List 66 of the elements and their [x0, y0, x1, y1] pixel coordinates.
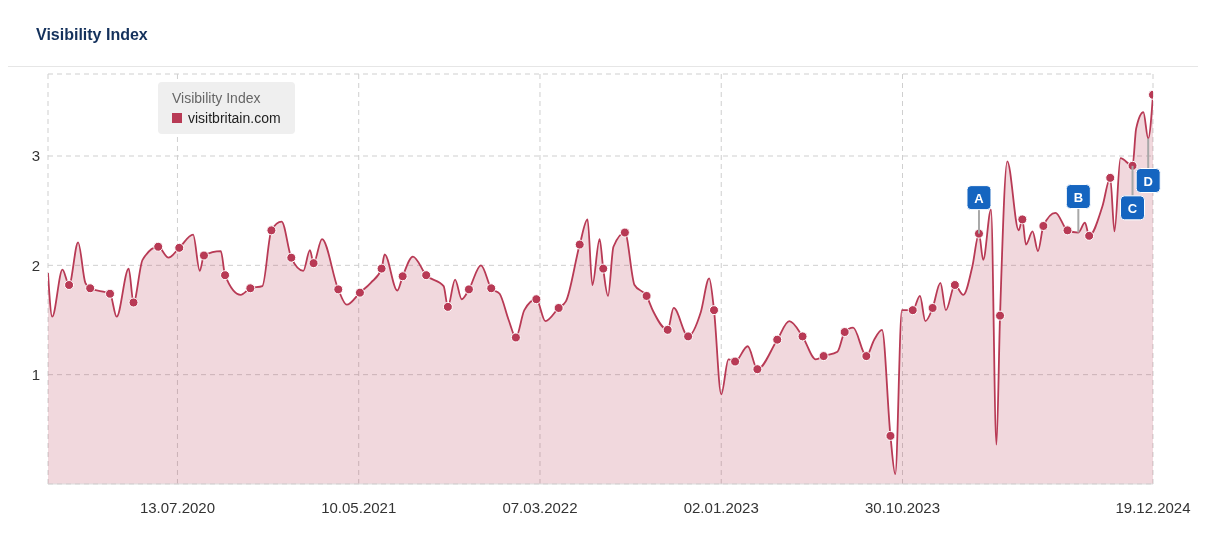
x-tick-label: 10.05.2021 — [321, 498, 397, 516]
chart-title: Visibility Index — [36, 26, 148, 44]
point — [286, 252, 297, 263]
point — [927, 302, 938, 313]
point — [1105, 172, 1116, 183]
x-tick-label: 30.10.2023 — [864, 498, 941, 516]
point — [995, 310, 1006, 321]
point — [245, 283, 256, 294]
annotation: C — [1127, 200, 1138, 216]
point — [308, 258, 319, 269]
legend-title: Visibility Index — [172, 89, 262, 108]
point — [397, 271, 408, 282]
point — [354, 287, 365, 298]
point — [376, 263, 387, 274]
annotation: B — [1073, 189, 1084, 205]
point — [128, 297, 139, 308]
point — [797, 331, 808, 342]
point — [510, 332, 521, 343]
point — [752, 364, 763, 375]
x-tick-label: 13.07.2020 — [139, 498, 216, 516]
point — [174, 242, 185, 253]
y-tick-label: 2 — [31, 256, 40, 274]
point — [907, 305, 918, 316]
x-tick-label: 19.12.2024 — [1115, 498, 1191, 516]
point — [861, 351, 872, 362]
point — [442, 301, 453, 312]
point — [772, 334, 783, 345]
point — [683, 331, 694, 342]
annotation: D — [1143, 173, 1153, 189]
point — [574, 239, 585, 250]
point — [1017, 214, 1028, 225]
point — [1084, 230, 1095, 241]
point — [709, 305, 720, 316]
x-tick-label: 07.03.2022 — [502, 498, 578, 516]
point — [531, 294, 542, 305]
point — [1062, 225, 1073, 236]
point — [839, 327, 850, 338]
point — [333, 284, 344, 295]
point — [619, 227, 630, 238]
point — [730, 356, 741, 367]
point — [153, 241, 164, 252]
point — [949, 280, 960, 291]
point — [818, 351, 829, 362]
flag-label: D — [1135, 137, 1161, 193]
point — [885, 430, 896, 441]
point — [463, 284, 474, 295]
legend-label: visitbritain.com — [187, 109, 281, 128]
point — [220, 270, 231, 281]
point — [105, 288, 116, 299]
point — [1038, 220, 1049, 231]
y-tick-label: 1 — [31, 365, 40, 383]
point — [64, 280, 75, 291]
point — [198, 250, 209, 261]
point — [553, 302, 564, 313]
y-tick-label: 3 — [31, 147, 40, 165]
point — [486, 283, 497, 294]
point — [598, 263, 609, 274]
flag-label: B — [1065, 184, 1091, 234]
annotation: A — [974, 190, 985, 206]
flag-label: A — [966, 185, 992, 235]
point — [641, 290, 652, 301]
point — [85, 283, 96, 294]
x-tick-label: 02.01.2023 — [683, 498, 759, 516]
point — [421, 270, 432, 281]
point — [662, 324, 673, 335]
point — [266, 225, 277, 236]
